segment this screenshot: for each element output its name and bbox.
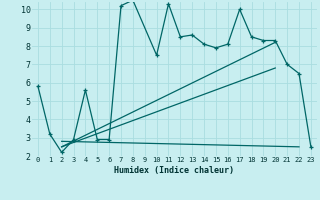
X-axis label: Humidex (Indice chaleur): Humidex (Indice chaleur)	[115, 166, 234, 175]
